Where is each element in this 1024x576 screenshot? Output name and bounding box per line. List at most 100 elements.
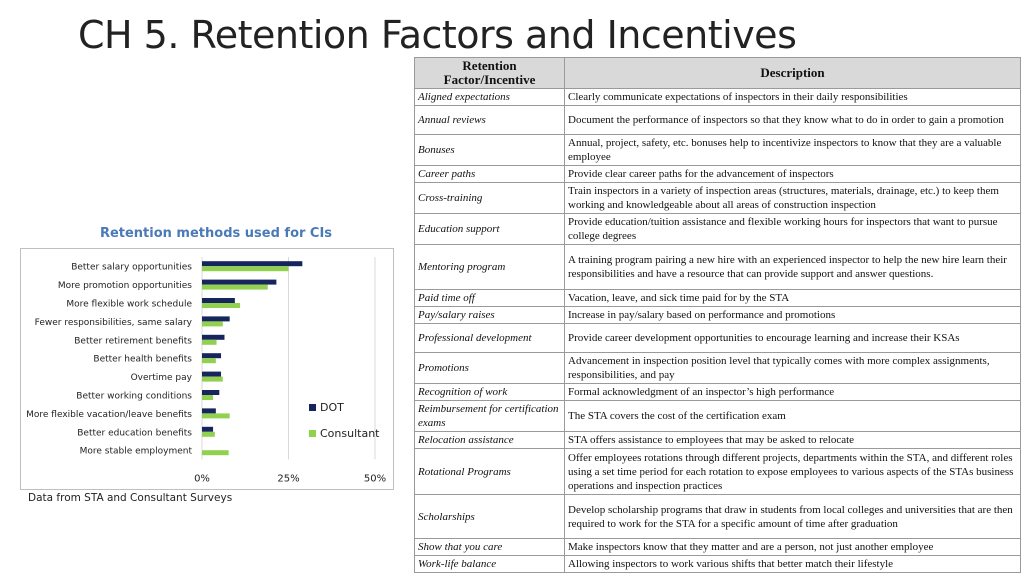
bar-consultant [202,431,215,437]
bar-dot [202,334,225,340]
category-label: Better education benefits [77,428,192,438]
factor-cell: Paid time off [414,289,565,307]
description-cell: Develop scholarship programs that draw i… [564,494,1021,539]
bar-dot [202,390,220,395]
bar-consultant [202,358,216,364]
bar-dot [202,261,303,267]
bar-consultant [202,450,229,456]
bar-chart: Better salary opportunities More promotio… [26,257,386,484]
factor-cell: Bonuses [414,134,565,166]
x-tick-label: 50% [364,473,386,484]
x-tick-label: 0% [194,473,210,484]
description-cell: Clearly communicate expectations of insp… [564,88,1021,106]
category-label: Better retirement benefits [74,336,192,346]
factor-cell: Reimbursement for certification exams [414,400,565,432]
table-row: Education support Provide education/tuiti… [414,213,1021,245]
description-cell: Document the performance of inspectors s… [564,105,1021,135]
table-row: Recognition of work Formal acknowledgment… [414,383,1021,401]
bar-dot [202,408,216,414]
bar-consultant [202,339,217,345]
table-row: Pay/salary raises Increase in pay/salary … [414,306,1021,324]
bar-consultant [202,321,223,327]
category-label: Better salary opportunities [71,263,192,273]
table-row: Annual reviews Document the performance o… [414,105,1021,135]
factor-cell: Mentoring program [414,244,565,290]
description-cell: Provide clear career paths for the advan… [564,165,1021,183]
factor-cell: Show that you care [414,538,565,556]
table-row: Cross-training Train inspectors in a vari… [414,182,1021,214]
factor-cell: Rotational Programs [414,448,565,495]
description-cell: STA offers assistance to employees that … [564,431,1021,449]
table-row: Scholarships Develop scholarship programs… [414,494,1021,539]
table-row: Professional development Provide career d… [414,323,1021,353]
bar-dot [202,353,222,359]
bar-dot [202,279,277,285]
table-row: Aligned expectations Clearly communicate … [414,88,1021,106]
category-label: More stable employment [80,447,193,457]
factor-cell: Scholarships [414,494,565,539]
bar-consultant [202,284,268,290]
bar-dot [202,298,235,303]
description-cell: Provide career development opportunities… [564,323,1021,353]
description-cell: Advancement in inspection position level… [564,352,1021,384]
bar-dot [202,426,214,432]
factor-cell: Career paths [414,165,565,183]
table-row: Paid time off Vacation, leave, and sick t… [414,289,1021,307]
description-cell: Make inspectors know that they matter an… [564,538,1021,556]
description-cell: Allowing inspectors to work various shif… [564,555,1021,573]
bar-dot [202,316,230,322]
slide-title: CH 5. Retention Factors and Incentives [78,13,797,57]
factor-cell: Aligned expectations [414,88,565,106]
factor-cell: Cross-training [414,182,565,214]
bar-consultant [202,266,289,272]
category-label: Fewer responsibilities, same salary [35,318,193,328]
factor-column-header: Retention Factor/Incentive [414,57,565,89]
retention-table: Retention Factor/Incentive Description A… [414,57,1021,573]
table-row: Bonuses Annual, project, safety, etc. bon… [414,134,1021,166]
legend-swatch-dot [309,404,316,411]
description-cell: Increase in pay/salary based on performa… [564,306,1021,324]
bar-consultant [202,376,223,382]
table-row: Work-life balance Allowing inspectors to … [414,555,1021,573]
table-row: Career paths Provide clear career paths f… [414,165,1021,183]
factor-cell: Pay/salary raises [414,306,565,324]
factor-cell: Relocation assistance [414,431,565,449]
bar-consultant [202,413,230,419]
category-label: More flexible work schedule [66,300,192,310]
table-row: Promotions Advancement in inspection posi… [414,352,1021,384]
description-cell: Formal acknowledgment of an inspector’s … [564,383,1021,401]
category-label: More flexible vacation/leave benefits [26,410,192,420]
description-cell: Provide education/tuition assistance and… [564,213,1021,245]
description-cell: Train inspectors in a variety of inspect… [564,182,1021,214]
factor-cell: Professional development [414,323,565,353]
table-row: Relocation assistance STA offers assistan… [414,431,1021,449]
legend-label-dot: DOT [320,401,344,414]
bar-consultant [202,395,214,400]
table-row: Show that you care Make inspectors know t… [414,538,1021,556]
description-cell: Offer employees rotations through differ… [564,448,1021,495]
description-cell: Vacation, leave, and sick time paid for … [564,289,1021,307]
description-column-header: Description [564,57,1021,89]
description-cell: A training program pairing a new hire wi… [564,244,1021,290]
legend-label-consultant: Consultant [320,427,380,440]
x-tick-label: 25% [277,473,299,484]
category-label: Better working conditions [76,392,192,402]
description-cell: The STA covers the cost of the certifica… [564,400,1021,432]
table-header-row: Retention Factor/Incentive Description [414,57,1021,89]
category-label: Better health benefits [93,355,192,365]
chart-title: Retention methods used for CIs [99,226,333,241]
chart-container: Better salary opportunities More promotio… [20,248,394,490]
factor-cell: Promotions [414,352,565,384]
legend-swatch-consultant [309,430,316,437]
category-label: More promotion opportunities [58,281,192,291]
table-row: Mentoring program A training program pair… [414,244,1021,290]
factor-cell: Recognition of work [414,383,565,401]
factor-cell: Annual reviews [414,105,565,135]
factor-cell: Work-life balance [414,555,565,573]
bar-dot [202,371,222,377]
table-row: Rotational Programs Offer employees rotat… [414,448,1021,495]
table-row: Reimbursement for certification exams The… [414,400,1021,432]
source-note: Data from STA and Consultant Surveys [28,492,233,504]
factor-cell: Education support [414,213,565,245]
category-label: Overtime pay [131,373,193,383]
